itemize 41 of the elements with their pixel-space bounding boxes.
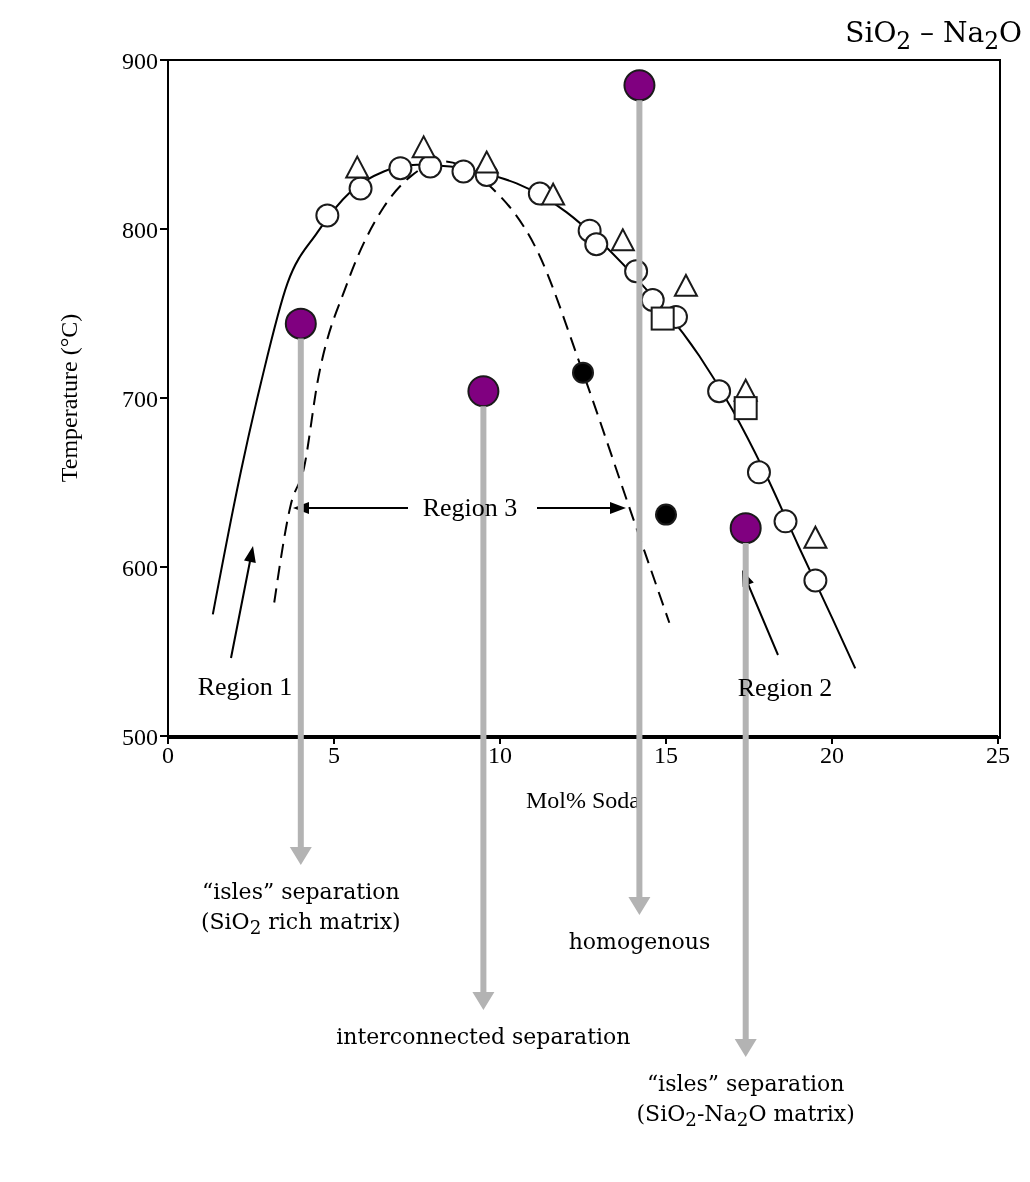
point — [315, 203, 340, 228]
y-axis-title: Temperature (°C) — [55, 313, 82, 483]
point — [650, 306, 675, 331]
y-tick-label: 600 — [122, 554, 158, 581]
y-tick-label: 900 — [122, 47, 158, 74]
point — [746, 460, 771, 485]
y-tick-label: 500 — [122, 723, 158, 750]
point — [803, 568, 828, 593]
text: “isles” separation (SiO$_{2}$-Na$_{2}$O matrix) — [635, 1070, 856, 1133]
y-tick-label: 700 — [122, 385, 158, 412]
point — [584, 232, 609, 257]
point — [572, 361, 594, 384]
x-tick-label: 15 — [654, 742, 678, 769]
x-tick-label: 10 — [488, 742, 512, 769]
point — [348, 176, 373, 201]
point — [467, 375, 500, 408]
annotation: Region 3 — [421, 492, 519, 524]
chart-title: SiO$_{2}$ – Na$_{2}$O — [845, 16, 1022, 55]
point — [418, 154, 443, 179]
point — [623, 69, 656, 102]
point — [707, 379, 732, 404]
point — [729, 512, 762, 545]
point — [451, 159, 476, 184]
line-series — [211, 163, 857, 670]
line-series — [273, 160, 671, 624]
x-tick-label: 0 — [162, 742, 174, 769]
point — [388, 156, 413, 181]
point — [733, 396, 758, 421]
point — [640, 287, 665, 312]
y-tick-label: 800 — [122, 216, 158, 243]
point — [773, 509, 798, 534]
x-tick-label: 5 — [328, 742, 340, 769]
text: interconnected separation — [335, 1023, 632, 1051]
text: homogenous — [567, 928, 712, 956]
annotation: Region 2 — [736, 672, 834, 704]
point — [284, 307, 317, 340]
x-tick-label: 20 — [820, 742, 844, 769]
text: “isles” separation (SiO$_{2}$ rich matrix) — [199, 878, 402, 941]
annotation: Region 1 — [196, 671, 294, 703]
point — [655, 503, 677, 526]
x-tick-label: 25 — [986, 742, 1010, 769]
